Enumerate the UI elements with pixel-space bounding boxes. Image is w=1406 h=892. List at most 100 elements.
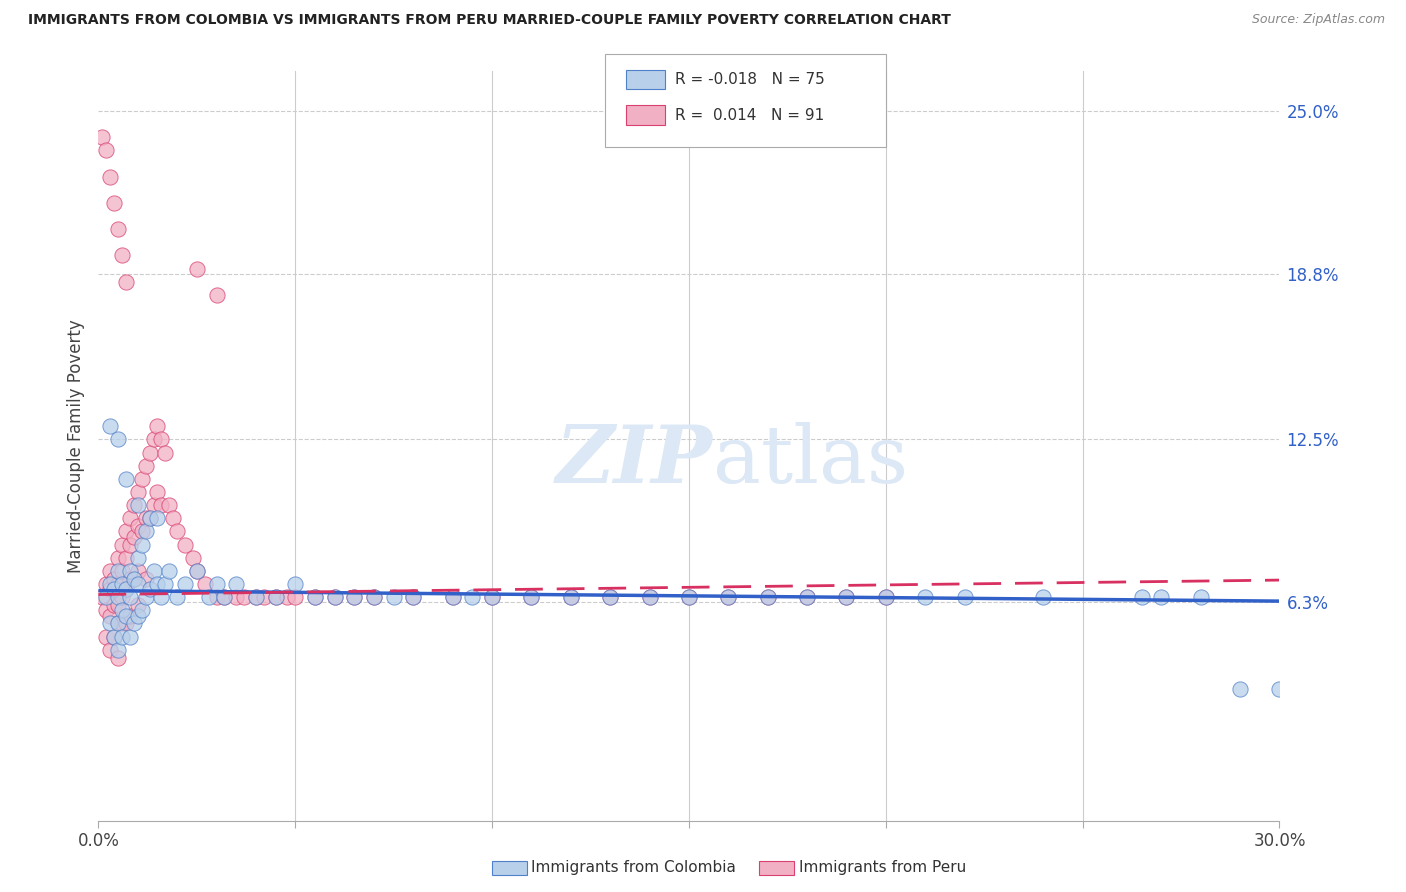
Point [96, 577, 118, 591]
Text: R = -0.018   N = 75: R = -0.018 N = 75 [675, 72, 825, 87]
Point [155, 577, 177, 591]
Point [115, 616, 138, 631]
Point [118, 590, 141, 604]
Text: Immigrants from Colombia: Immigrants from Colombia [531, 861, 737, 875]
Point [166, 524, 188, 539]
Point [520, 590, 543, 604]
Point [118, 564, 141, 578]
Point [796, 590, 818, 604]
Point [103, 572, 125, 586]
Point [225, 590, 247, 604]
Point [131, 538, 153, 552]
Point [599, 590, 621, 604]
Point [146, 419, 169, 434]
Point [1032, 590, 1054, 604]
Point [111, 538, 134, 552]
Point [264, 590, 287, 604]
Point [122, 572, 145, 586]
Point [98, 608, 121, 623]
Point [98, 564, 121, 578]
Point [98, 642, 121, 657]
Point [953, 590, 976, 604]
Point [118, 572, 141, 586]
Text: atlas: atlas [713, 422, 908, 500]
Point [186, 564, 208, 578]
Point [914, 590, 936, 604]
Point [835, 590, 858, 604]
Point [1130, 590, 1153, 604]
Point [245, 590, 267, 604]
Point [127, 485, 149, 500]
Text: Source: ZipAtlas.com: Source: ZipAtlas.com [1251, 13, 1385, 27]
Point [142, 498, 165, 512]
Point [127, 608, 149, 623]
Point [174, 538, 197, 552]
Point [111, 616, 134, 631]
Text: Immigrants from Peru: Immigrants from Peru [799, 861, 966, 875]
Point [142, 433, 165, 447]
Point [111, 577, 134, 591]
Point [835, 590, 858, 604]
Point [103, 630, 125, 644]
Point [756, 590, 779, 604]
Point [875, 590, 897, 604]
Point [638, 590, 661, 604]
Point [103, 630, 125, 644]
Point [1229, 682, 1251, 697]
Point [103, 195, 125, 210]
Point [146, 577, 169, 591]
Point [1189, 590, 1212, 604]
Point [122, 572, 145, 586]
Point [91, 590, 114, 604]
Point [150, 590, 173, 604]
Point [115, 275, 138, 289]
Point [382, 590, 405, 604]
Text: ZIP: ZIP [555, 422, 713, 500]
Point [115, 472, 138, 486]
Point [115, 582, 138, 597]
Point [131, 524, 153, 539]
Point [304, 590, 326, 604]
Point [138, 582, 160, 597]
Text: IMMIGRANTS FROM COLOMBIA VS IMMIGRANTS FROM PERU MARRIED-COUPLE FAMILY POVERTY C: IMMIGRANTS FROM COLOMBIA VS IMMIGRANTS F… [28, 13, 950, 28]
Point [343, 590, 366, 604]
Point [91, 130, 114, 145]
Point [103, 582, 125, 597]
Point [107, 650, 129, 665]
Point [111, 630, 134, 644]
Point [146, 485, 169, 500]
Point [1150, 590, 1173, 604]
Point [796, 590, 818, 604]
Point [118, 511, 141, 525]
Point [638, 590, 661, 604]
Point [560, 590, 582, 604]
Point [131, 603, 153, 617]
Point [138, 511, 160, 525]
Point [98, 582, 121, 597]
Point [107, 598, 129, 612]
Point [678, 590, 700, 604]
Point [166, 590, 188, 604]
Point [107, 564, 129, 578]
Point [276, 590, 298, 604]
Point [146, 511, 169, 525]
Point [560, 590, 582, 604]
Point [717, 590, 740, 604]
Point [107, 616, 129, 631]
Point [122, 498, 145, 512]
Point [205, 288, 228, 302]
Point [402, 590, 425, 604]
Point [441, 590, 464, 604]
Point [98, 419, 121, 434]
Point [253, 590, 276, 604]
Point [214, 590, 236, 604]
Point [107, 642, 129, 657]
Point [107, 550, 129, 565]
Point [323, 590, 346, 604]
Point [127, 564, 149, 578]
Point [115, 582, 138, 597]
Point [481, 590, 503, 604]
Point [264, 590, 287, 604]
Point [186, 261, 208, 276]
Point [157, 498, 180, 512]
